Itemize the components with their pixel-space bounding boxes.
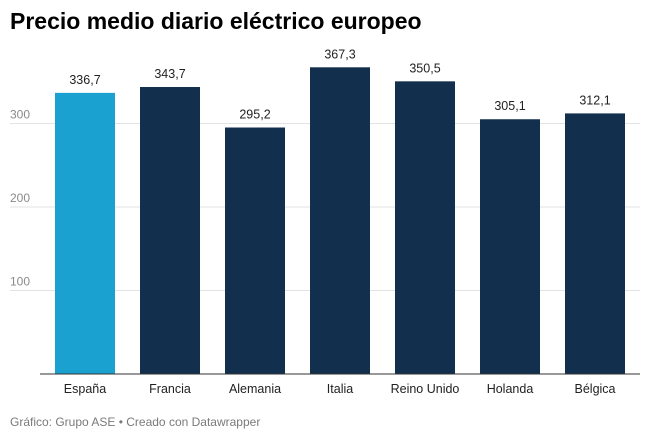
category-label-italia: Italia bbox=[327, 382, 353, 396]
bar-holanda bbox=[480, 119, 540, 374]
bar-españa bbox=[55, 92, 115, 374]
value-label-reino-unido: 350,5 bbox=[409, 61, 440, 75]
bar-alemania bbox=[225, 127, 285, 375]
category-label-alemania: Alemania bbox=[229, 382, 281, 396]
value-label-francia: 343,7 bbox=[154, 67, 185, 81]
chart-title: Precio medio diario eléctrico europeo bbox=[10, 8, 422, 34]
category-label-holanda: Holanda bbox=[487, 382, 534, 396]
y-tick-label-100: 100 bbox=[10, 275, 30, 289]
value-label-holanda: 305,1 bbox=[494, 99, 525, 113]
category-label-francia: Francia bbox=[149, 382, 191, 396]
y-tick-label-200: 200 bbox=[10, 191, 30, 205]
y-tick-label-300: 300 bbox=[10, 108, 30, 122]
category-label-reino-unido: Reino Unido bbox=[391, 382, 460, 396]
bars bbox=[55, 67, 625, 375]
bar-bélgica bbox=[565, 113, 625, 375]
category-label-españa: España bbox=[64, 382, 106, 396]
chart-footer: Gráfico: Grupo ASE • Creado con Datawrap… bbox=[10, 415, 261, 429]
value-label-alemania: 295,2 bbox=[239, 108, 270, 122]
value-label-italia: 367,3 bbox=[324, 47, 355, 61]
bar-italia bbox=[310, 67, 370, 374]
bar-francia bbox=[140, 87, 200, 374]
value-label-bélgica: 312,1 bbox=[579, 93, 610, 107]
bar-reino-unido bbox=[395, 81, 455, 375]
value-label-españa: 336,7 bbox=[69, 73, 100, 87]
axes: España Francia Alemania Italia Reino Unido Ho… bbox=[40, 373, 640, 396]
value-labels: 336,7 343,7 295,2 367,3 350,5 305,1 312,1 bbox=[69, 47, 610, 121]
category-label-bélgica: Bélgica bbox=[575, 382, 616, 396]
